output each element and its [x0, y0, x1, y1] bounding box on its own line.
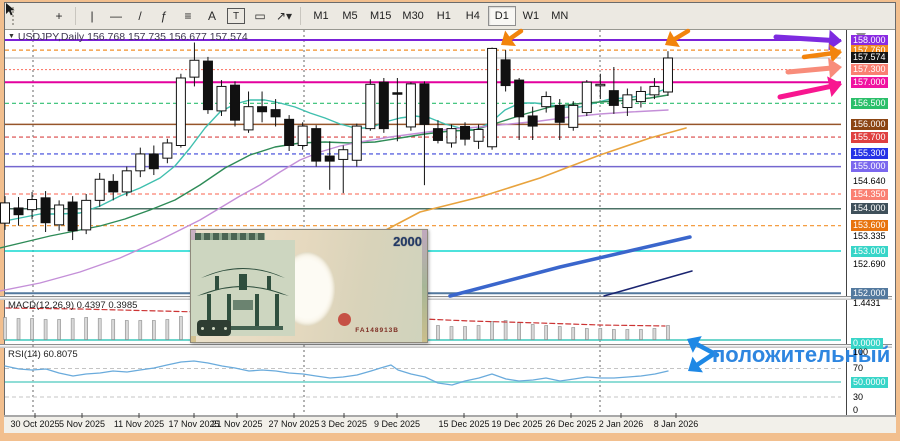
banknote-red-seal: [338, 313, 351, 326]
rectangle-icon[interactable]: ▭: [254, 9, 266, 23]
horizontal-line-icon[interactable]: —: [110, 9, 122, 23]
timeframe-buttons: M1 M5 M15 M30 H1 H4 D1 W1 MN: [307, 6, 574, 26]
ohlc-values: 156.768 157.735 156.677 157.574: [87, 31, 248, 43]
toolbar-grip[interactable]: [12, 7, 18, 25]
timeframe-w1[interactable]: W1: [517, 6, 545, 26]
banknote-serial-bottom: FA148913B: [355, 327, 399, 334]
date-label: 26 Dec 2025: [545, 419, 597, 429]
date-label: 19 Dec 2025: [491, 419, 543, 429]
text-icon[interactable]: A: [207, 9, 216, 23]
chart-window: + | — / ƒ ≡ A T ▭ ↗▾ M1 M5 M15 M30 H1 H4 D1 W1 MN: [4, 2, 896, 430]
date-label: 11 Nov 2025: [113, 419, 165, 429]
crosshair-icon[interactable]: +: [55, 9, 63, 23]
toolbar: + | — / ƒ ≡ A T ▭ ↗▾ M1 M5 M15 M30 H1 H4 D1 W1 MN: [5, 3, 895, 30]
rsi-label: RSI(14) 60.8075: [8, 349, 78, 360]
date-label: 3 Dec 2025: [320, 419, 368, 429]
toolbar-separator: [300, 7, 301, 25]
arrows-dropdown-icon[interactable]: ↗▾: [275, 9, 293, 23]
banknote-ornament: [195, 233, 265, 241]
date-label: 2 Jan 2026: [598, 419, 644, 429]
date-label: 9 Dec 2025: [373, 419, 421, 429]
timeframe-d1[interactable]: D1: [487, 6, 516, 26]
date-label: 27 Nov 2025: [268, 419, 320, 429]
date-label: 17 Nov 2025: [168, 419, 220, 429]
cursor-icon[interactable]: [6, 3, 47, 27]
banknote-right-edge: [422, 230, 427, 342]
price-axis-border: [846, 30, 847, 416]
equidistant-channel-icon[interactable]: ƒ: [160, 9, 168, 23]
macd-pane-separator[interactable]: [0, 296, 892, 300]
collapse-icon[interactable]: ▼: [8, 33, 15, 40]
timeframe-mn[interactable]: MN: [546, 6, 574, 26]
timeframe-h1[interactable]: H1: [430, 6, 458, 26]
toolbar-separator: [75, 7, 76, 25]
timeframe-m1[interactable]: M1: [307, 6, 335, 26]
chart-canvas[interactable]: [5, 30, 895, 416]
date-label: 30 Oct 2025: [10, 419, 60, 429]
timeframe-m5[interactable]: M5: [336, 6, 364, 26]
timeframe-m15[interactable]: M15: [365, 6, 396, 26]
date-label: 15 Dec 2025: [438, 419, 490, 429]
vertical-line-icon[interactable]: |: [90, 9, 94, 23]
date-label: 5 Nov 2025: [58, 419, 106, 429]
date-label: 8 Jan 2026: [653, 419, 699, 429]
date-axis: [4, 415, 896, 433]
banknote-braille-mark: [197, 320, 231, 336]
chart-title-row: ▼ USDJPY,Daily 156.768 157.735 156.677 1…: [8, 31, 248, 43]
timeframe-h4[interactable]: H4: [459, 6, 487, 26]
banknote-image: FA148913B 2000 日本銀行券 弐千円 日本銀行 FA148913B: [190, 229, 428, 343]
banknote-denomination: 2000: [393, 234, 422, 249]
drawing-tools: + | — / ƒ ≡ A T ▭ ↗▾: [6, 3, 305, 27]
date-label: 21 Nov 2025: [211, 419, 263, 429]
macd-label: MACD(12,26,9) 0.4397 0.3985: [8, 300, 138, 311]
rsi-pane-separator[interactable]: [0, 344, 892, 348]
trendline-icon[interactable]: /: [138, 9, 142, 23]
timeframe-m30[interactable]: M30: [397, 6, 428, 26]
fibonacci-retracement-icon[interactable]: ≡: [184, 9, 192, 23]
text-label-icon[interactable]: T: [227, 8, 245, 24]
annotation-text: положительный: [712, 342, 891, 367]
symbol-title: USDJPY,Daily: [17, 31, 85, 43]
